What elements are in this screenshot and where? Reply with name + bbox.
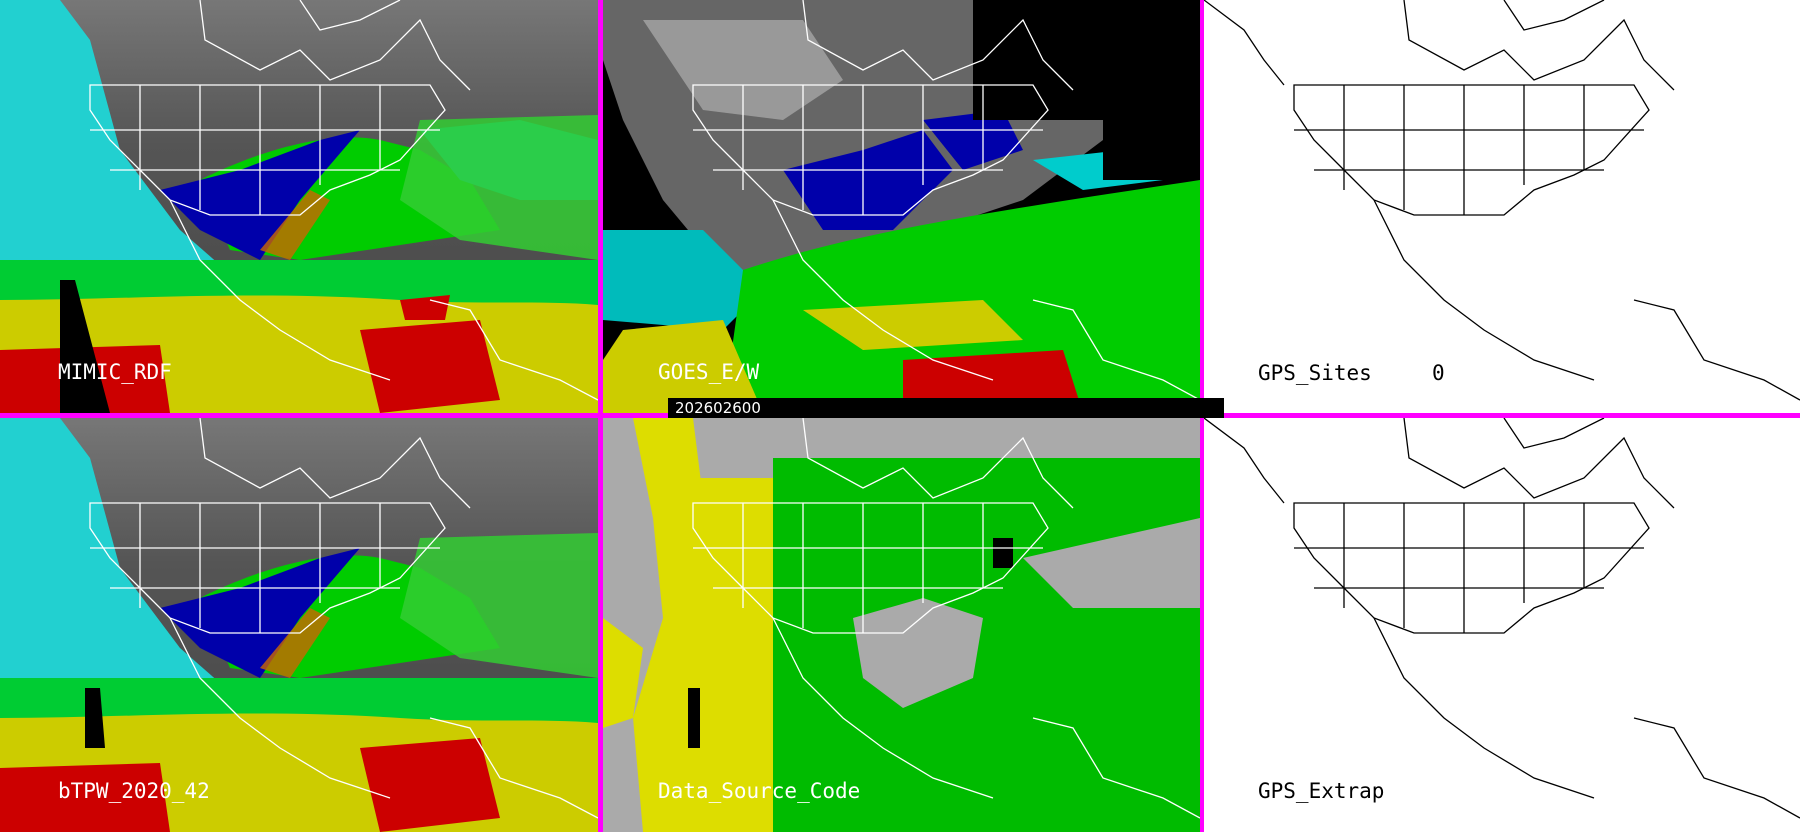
btpw-map [0,418,598,832]
panel-gps-sites: GPS_Sites 0 [1204,0,1800,413]
data-source-code-map [603,418,1200,832]
panel-label: GPS_Sites [1258,361,1372,385]
panel-label: GPS_Extrap [1258,779,1385,803]
timestamp-bar: 202602600 [668,398,1224,418]
panel-label: MIMIC_RDF [58,360,172,384]
panel-goes-ew: GOES_E/W [603,0,1200,413]
panel-data-source-code: Data_Source_Code [603,418,1200,832]
panel-label: Data_Source_Code [658,779,861,803]
panel-gps-extrap: GPS_Extrap [1204,418,1800,832]
panel-label: bTPW_2020_42 [58,779,210,803]
gps-site-count: 0 [1432,361,1445,385]
gps-sites-map [1204,0,1800,413]
goes-ew-map [603,0,1200,413]
mimic-rdf-map [0,0,598,413]
gps-extrap-map [1204,418,1800,832]
panel-btpw: bTPW_2020_42 [0,418,598,832]
timestamp: 202602600 [675,399,761,417]
panel-label: GOES_E/W [658,360,760,384]
panel-mimic-rdf: MIMIC_RDF [0,0,598,413]
